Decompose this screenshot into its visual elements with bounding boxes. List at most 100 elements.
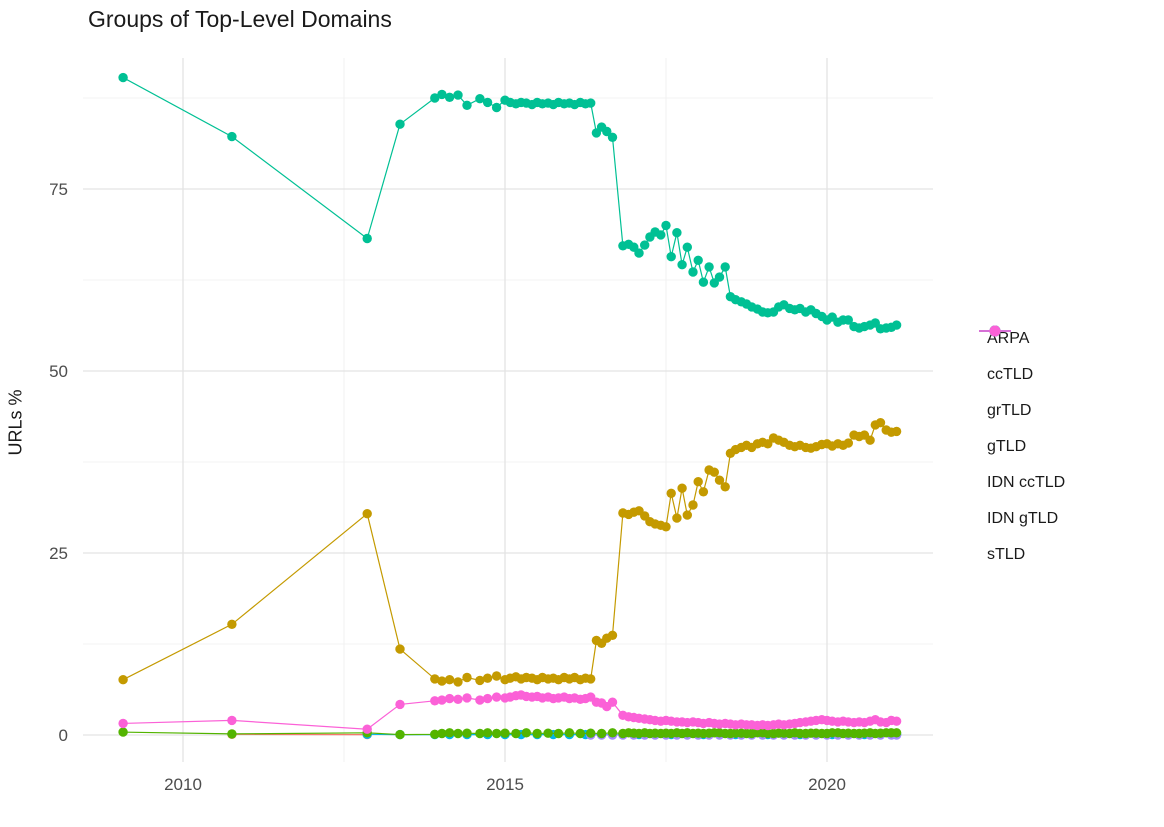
data-point (661, 220, 671, 231)
data-point (362, 233, 372, 244)
data-point (688, 267, 698, 277)
data-point (482, 673, 493, 683)
data-point (661, 522, 671, 532)
data-point (475, 728, 485, 739)
legend: ARPA ccTLD grTLD gTLD IDN ccTLD IDN gTLD sTLD (977, 321, 1065, 573)
data-point (118, 675, 128, 685)
major-gridlines (83, 58, 933, 762)
chart-title: Groups of Top-Level Domains (88, 6, 392, 32)
data-point (437, 676, 447, 686)
data-point (682, 242, 692, 252)
y-tick-label: 0 (59, 726, 68, 745)
data-point (462, 728, 472, 738)
data-point (677, 483, 687, 493)
data-point (656, 230, 666, 240)
data-point (444, 92, 455, 103)
data-point (491, 728, 502, 739)
data-point (362, 509, 372, 519)
data-point (395, 644, 405, 654)
data-point (437, 728, 447, 739)
data-point (482, 728, 493, 738)
data-point (475, 695, 485, 705)
x-tick-label: 2015 (486, 775, 524, 794)
legend-label-stld: sTLD (987, 546, 1026, 563)
data-point (395, 699, 405, 710)
data-point (875, 418, 886, 428)
series-grtld (118, 727, 902, 740)
data-point (640, 240, 650, 250)
data-point (430, 93, 440, 103)
data-point (843, 315, 853, 325)
data-point (453, 90, 463, 100)
series-gtld (118, 72, 902, 334)
data-point (586, 98, 596, 108)
data-point (763, 439, 773, 449)
data-point (437, 89, 447, 100)
data-point (575, 728, 585, 739)
legend-item-gtld: gTLD (977, 325, 1065, 465)
data-point (682, 510, 692, 520)
data-point (720, 482, 730, 492)
legend-label-grtld: grTLD (987, 402, 1032, 419)
data-point (586, 728, 596, 738)
legend-item-grtld: grTLD (977, 325, 1065, 429)
legend-label-idn-cctld: IDN ccTLD (987, 474, 1066, 491)
series-line-cctld (122, 421, 897, 683)
data-point (227, 729, 237, 739)
y-tick-label: 25 (49, 544, 68, 563)
data-point (607, 630, 618, 640)
legend-key-stld (979, 325, 1011, 337)
data-point (672, 513, 682, 523)
data-point (607, 697, 618, 707)
axis-tick-labels: 0 25 50 75 2010 2015 2020 (49, 180, 846, 794)
data-point (532, 728, 542, 739)
data-point (634, 248, 644, 258)
data-point (693, 255, 703, 265)
data-point (511, 728, 521, 739)
data-point (677, 260, 687, 270)
data-point (698, 277, 709, 287)
data-point (714, 475, 725, 485)
data-point (720, 262, 730, 272)
data-point (462, 672, 472, 683)
data-point (602, 126, 612, 137)
data-point (430, 696, 440, 706)
data-point (475, 94, 485, 104)
legend-label-gtld: gTLD (987, 438, 1027, 455)
data-point (453, 677, 463, 687)
minor-gridlines (83, 58, 933, 762)
data-point (564, 728, 575, 738)
legend-label-cctld: ccTLD (987, 366, 1034, 383)
data-point (118, 72, 128, 83)
data-point (704, 262, 714, 272)
y-tick-label: 75 (49, 180, 68, 199)
data-point (596, 728, 607, 739)
data-point (693, 477, 703, 487)
data-point (891, 426, 902, 437)
data-point (891, 716, 902, 726)
data-point (865, 435, 875, 445)
data-point (666, 252, 676, 262)
data-point (482, 693, 493, 704)
data-point (395, 729, 405, 740)
data-point (607, 728, 618, 738)
data-point (553, 728, 564, 739)
data-point (453, 728, 463, 739)
data-point (586, 674, 596, 684)
legend-item-idn-cctld: IDN ccTLD (977, 325, 1066, 501)
legend-label-idn-gtld: IDN gTLD (987, 510, 1059, 527)
data-point (430, 729, 440, 739)
data-point (491, 692, 502, 702)
data-point (491, 102, 502, 113)
data-point (227, 715, 237, 726)
legend-item-idn-gtld: IDN gTLD (977, 325, 1065, 537)
data-point (462, 100, 472, 111)
data-point (227, 619, 237, 629)
data-point (482, 97, 493, 108)
data-point (688, 500, 698, 510)
data-point (475, 675, 485, 686)
data-point (444, 728, 455, 738)
data-point (118, 727, 128, 737)
data-point (607, 132, 618, 142)
